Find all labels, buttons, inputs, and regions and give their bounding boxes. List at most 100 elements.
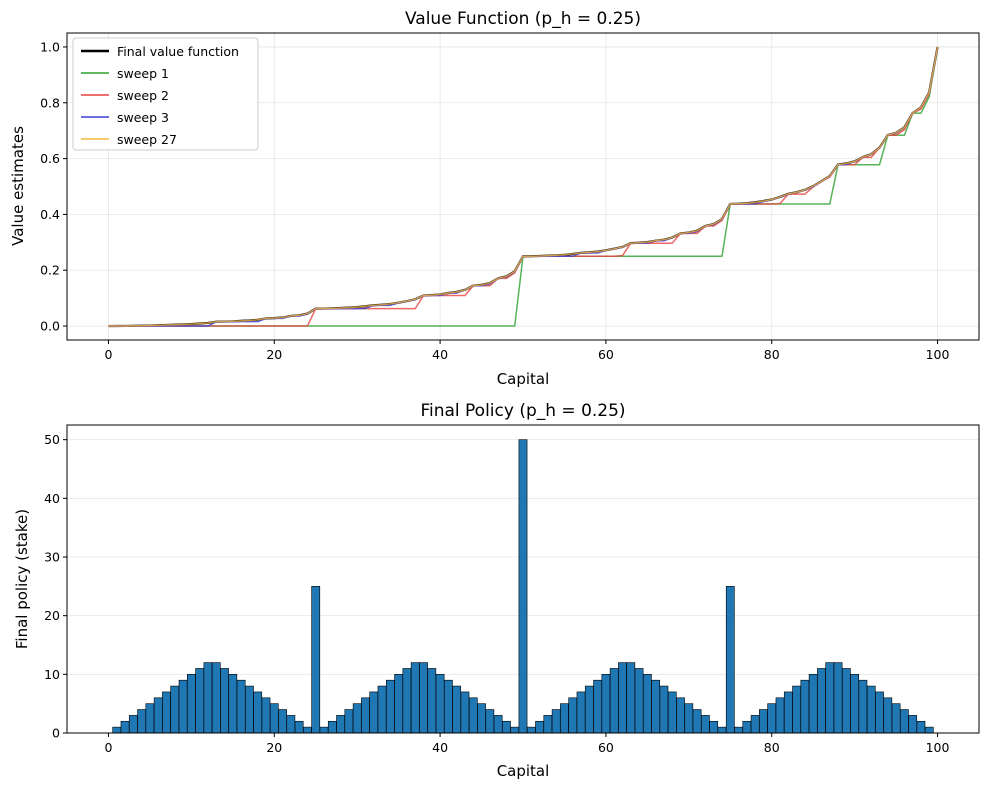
policy-bar	[427, 668, 437, 734]
policy-bar	[601, 674, 611, 734]
policy-bar	[560, 703, 569, 734]
policy-bar	[369, 691, 379, 734]
y-tick-label: 0.8	[40, 95, 60, 110]
policy-bar	[866, 685, 876, 734]
y-tick-label: 30	[44, 550, 60, 565]
legend-label-sweep-3: sweep 3	[117, 110, 169, 125]
y-tick-label: 40	[44, 491, 60, 506]
final-policy-y-ticks: 0 10 20 30 40 50	[44, 432, 67, 741]
policy-bar	[120, 720, 130, 734]
policy-bar	[286, 715, 296, 734]
policy-bar	[502, 720, 511, 734]
policy-bar	[245, 685, 254, 734]
policy-bar	[692, 709, 702, 734]
policy-bar	[609, 668, 619, 734]
y-tick-label: 0.0	[40, 319, 60, 334]
policy-bar	[336, 715, 345, 734]
x-tick-label: 100	[926, 740, 950, 755]
policy-bar	[875, 691, 884, 734]
policy-bar	[734, 726, 743, 734]
value-function-lines	[108, 46, 939, 328]
policy-bar	[709, 720, 719, 734]
policy-bar	[261, 697, 271, 734]
policy-bar	[145, 703, 155, 734]
policy-bar	[783, 691, 793, 734]
value-function-y-ticks: 0.0 0.2 0.4 0.6 0.8 1.0	[40, 39, 67, 334]
policy-bar	[419, 662, 428, 734]
policy-bar	[195, 668, 205, 734]
policy-bar	[278, 709, 287, 734]
policy-bar	[916, 720, 926, 734]
policy-bar	[676, 697, 685, 734]
policy-bar	[518, 439, 528, 734]
value-function-title: Value Function (p_h = 0.25)	[405, 9, 641, 29]
policy-bar	[908, 715, 918, 734]
policy-bar	[253, 691, 263, 734]
y-tick-label: 0.4	[40, 207, 60, 222]
final-policy-axes-frame	[66, 424, 980, 734]
policy-bar	[311, 586, 321, 734]
x-tick-label: 0	[104, 740, 112, 755]
policy-bar	[667, 691, 677, 734]
final-policy-x-ticks: 0 20 40 60 80 100	[104, 733, 950, 755]
policy-bar	[576, 691, 586, 734]
y-tick-label: 50	[44, 432, 60, 447]
policy-bar	[220, 668, 229, 734]
policy-bar	[137, 709, 146, 734]
policy-bar	[742, 720, 752, 734]
policy-bar	[833, 662, 843, 734]
policy-bar	[808, 674, 818, 734]
policy-bar	[361, 697, 370, 734]
legend-label-sweep-27: sweep 27	[117, 132, 177, 147]
policy-bar	[203, 662, 213, 734]
legend-label-sweep-1: sweep 1	[117, 66, 169, 81]
policy-bar	[858, 679, 868, 734]
policy-bar	[800, 679, 810, 734]
policy-bar	[759, 709, 768, 734]
y-tick-label: 0	[52, 726, 60, 741]
policy-bar	[551, 709, 561, 734]
y-tick-label: 20	[44, 608, 60, 623]
policy-bar	[477, 703, 486, 734]
x-tick-label: 20	[266, 740, 282, 755]
final-policy-x-label: Capital	[497, 762, 550, 780]
policy-bar	[294, 720, 304, 734]
policy-bar	[526, 726, 536, 734]
policy-bar	[327, 720, 337, 734]
policy-bar	[750, 715, 760, 734]
policy-bar	[493, 715, 503, 734]
policy-bar	[535, 720, 544, 734]
policy-bar	[153, 697, 163, 734]
policy-bar	[211, 662, 221, 734]
policy-bar	[236, 679, 246, 734]
y-tick-label: 10	[44, 667, 60, 682]
policy-bar	[900, 709, 909, 734]
policy-bar	[352, 703, 362, 734]
x-tick-label: 20	[266, 347, 282, 362]
policy-bar	[162, 691, 171, 734]
policy-bar	[659, 685, 669, 734]
value-function-axes-frame	[66, 32, 980, 341]
policy-bar	[402, 668, 412, 734]
x-tick-label: 40	[432, 740, 448, 755]
final-policy-plot: Final Policy (p_h = 0.25) 0 20 40 60 80 100 0…	[13, 401, 980, 780]
policy-bar	[510, 726, 520, 734]
policy-bar	[883, 697, 893, 734]
policy-bar	[543, 715, 553, 734]
legend-label-final: Final value function	[117, 44, 239, 59]
policy-bar	[452, 685, 462, 734]
policy-bar	[701, 715, 710, 734]
policy-bar	[767, 703, 777, 734]
policy-bar	[584, 685, 594, 734]
policy-bar	[187, 674, 196, 734]
y-tick-label: 0.6	[40, 151, 60, 166]
policy-bar	[435, 674, 445, 734]
value-function-x-ticks: 0 20 40 60 80 100	[104, 340, 950, 362]
policy-bar	[377, 685, 387, 734]
policy-bar	[568, 697, 578, 734]
policy-bar	[319, 726, 329, 734]
x-tick-label: 60	[598, 347, 614, 362]
x-tick-label: 0	[104, 347, 112, 362]
policy-bar	[775, 697, 785, 734]
